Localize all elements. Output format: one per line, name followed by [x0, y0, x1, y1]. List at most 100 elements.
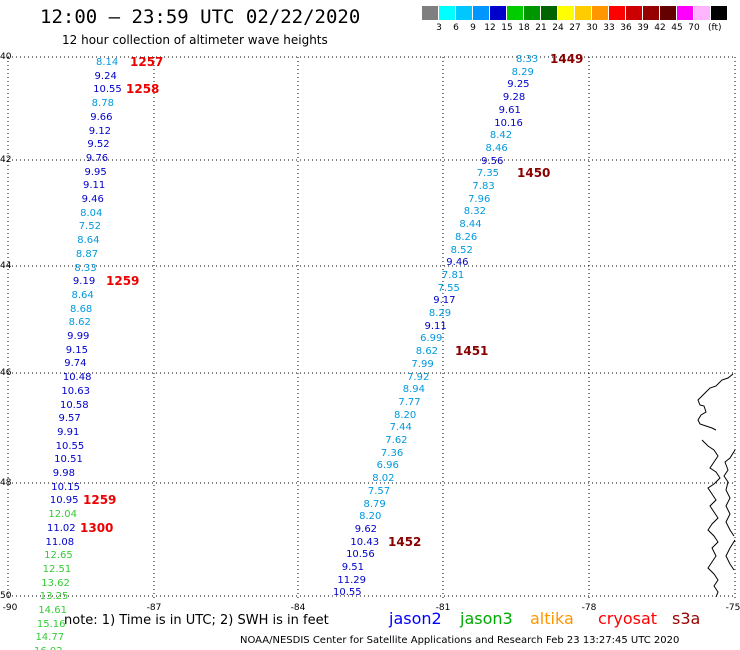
- wave-height-value: 8.44: [459, 219, 482, 231]
- wave-height-value: 8.02: [372, 473, 395, 485]
- wave-height-value: 8.14: [96, 57, 119, 68]
- wave-height-value: 9.46: [446, 257, 469, 269]
- pass-time-label: 1449: [550, 52, 584, 66]
- wave-height-value: 10.43: [350, 536, 380, 548]
- wave-height-value: 9.15: [65, 344, 88, 356]
- wave-height-value: 13.25: [39, 591, 69, 603]
- wave-height-value: 8.52: [450, 244, 473, 256]
- wave-height-value: 8.42: [489, 130, 513, 142]
- wave-height-value: 7.55: [437, 282, 460, 294]
- legend-tick-label: 12: [484, 23, 496, 33]
- legend-swatch: [439, 6, 455, 20]
- wave-height-value: 9.17: [433, 295, 456, 307]
- wave-height-value: 10.58: [59, 399, 89, 411]
- pass-time-label: 1257: [130, 55, 164, 69]
- wave-height-value: 7.36: [380, 447, 404, 459]
- wave-height-value: 6.96: [376, 460, 399, 472]
- longitude-label: -90: [2, 603, 18, 613]
- wave-height-value: 8.78: [91, 98, 114, 110]
- wave-height-value: 7.57: [367, 485, 391, 497]
- wave-height-value: 10.55: [55, 440, 85, 452]
- wave-height-value: 7.77: [398, 396, 421, 408]
- legend-units: (ft): [708, 23, 722, 33]
- wave-height-value: 9.99: [67, 331, 90, 342]
- legend-swatch: [422, 6, 438, 20]
- legend-swatch: [711, 6, 727, 20]
- wave-height-value: 11.08: [45, 536, 75, 548]
- legend-tick-label: 18: [518, 23, 530, 33]
- wave-height-value: 7.92: [407, 371, 430, 383]
- wave-height-value: 11.29: [337, 574, 366, 586]
- legend-tick-label: 27: [569, 23, 581, 33]
- wave-height-value: 8.87: [75, 248, 99, 260]
- wave-height-value: 7.81: [441, 269, 465, 281]
- longitude-label: -78: [581, 603, 597, 613]
- wave-height-value: 10.16: [494, 117, 523, 129]
- wave-height-value: 8.20: [394, 409, 417, 421]
- latitude-label: 48: [0, 478, 12, 488]
- wave-height-value: 8.29: [428, 308, 452, 319]
- page-subtitle: 12 hour collection of altimeter wave hei…: [62, 33, 328, 47]
- wave-height-value: 12.04: [48, 509, 78, 521]
- pass-time-label: 1300: [80, 520, 114, 535]
- legend-swatch: [677, 6, 693, 20]
- longitude-label: -84: [290, 603, 306, 613]
- latitude-label: 44: [0, 261, 12, 271]
- satellite-legend-item: jason3: [460, 609, 513, 628]
- legend-swatch: [592, 6, 608, 20]
- legend-swatch: [626, 6, 642, 20]
- legend-tick-label: 70: [688, 23, 700, 33]
- longitude-label: -81: [435, 603, 451, 613]
- wave-height-value: 10.55: [93, 84, 122, 96]
- wave-height-value: 8.04: [80, 207, 103, 219]
- latitude-label: 42: [0, 155, 12, 165]
- wave-height-value: 9.98: [52, 468, 75, 479]
- wave-height-value: 8.64: [77, 235, 100, 247]
- wave-height-value: 7.52: [78, 221, 101, 233]
- wave-height-value: 16.02: [34, 646, 63, 650]
- wave-height-value: 10.55: [333, 587, 362, 599]
- wave-height-value: 14.61: [38, 605, 67, 616]
- latitude-label: 40: [0, 52, 12, 62]
- wave-height-value: 9.28: [502, 92, 526, 104]
- wave-height-value: 9.11: [83, 180, 106, 192]
- wave-height-value: 10.56: [346, 549, 375, 561]
- wave-height-value: 8.29: [511, 66, 534, 78]
- wave-height-value: 15.16: [36, 618, 66, 630]
- wave-height-value: 7.44: [389, 422, 412, 434]
- wave-height-value: 9.76: [85, 152, 109, 164]
- legend-tick-label: 24: [552, 23, 564, 33]
- wave-height-value: 8.33: [516, 54, 539, 65]
- pass-time-label: 1258: [126, 82, 160, 97]
- satellite-legend-item: s3a: [672, 609, 701, 628]
- wave-height-value: 7.96: [468, 193, 491, 205]
- legend-tick-label: 3: [436, 23, 442, 33]
- latitude-label: 46: [0, 368, 12, 378]
- legend-tick-label: 6: [453, 23, 459, 33]
- legend-swatch: [660, 6, 676, 20]
- wave-height-value: 7.62: [385, 435, 408, 446]
- legend-tick-label: 36: [620, 23, 632, 33]
- legend-tick-label: 15: [501, 23, 513, 33]
- legend-swatch: [490, 6, 506, 20]
- legend-swatch: [558, 6, 574, 20]
- wave-height-value: 9.57: [58, 413, 81, 425]
- legend-swatch: [609, 6, 625, 20]
- latitude-label: 50: [0, 591, 12, 601]
- footer-credit: NOAA/NESDIS Center for Satellite Applica…: [240, 635, 680, 646]
- wave-height-value: 8.33: [74, 262, 97, 274]
- pass-time-label: 1259: [106, 274, 140, 289]
- legend-tick-label: 30: [586, 23, 598, 33]
- wave-height-value: 9.62: [354, 523, 378, 535]
- wave-height-value: 9.51: [341, 562, 364, 573]
- longitude-label: -75: [725, 603, 740, 613]
- page-title: 12:00 — 23:59 UTC 02/22/2020: [40, 6, 361, 28]
- wave-height-value: 10.15: [51, 481, 80, 493]
- pass-time-label: 1452: [388, 534, 422, 549]
- wave-height-value: 9.66: [90, 111, 113, 123]
- wave-height-value: 10.95: [49, 495, 79, 507]
- legend-tick-label: 9: [470, 23, 476, 33]
- coastline-outline: [697, 373, 736, 598]
- longitude-label: -87: [146, 603, 162, 613]
